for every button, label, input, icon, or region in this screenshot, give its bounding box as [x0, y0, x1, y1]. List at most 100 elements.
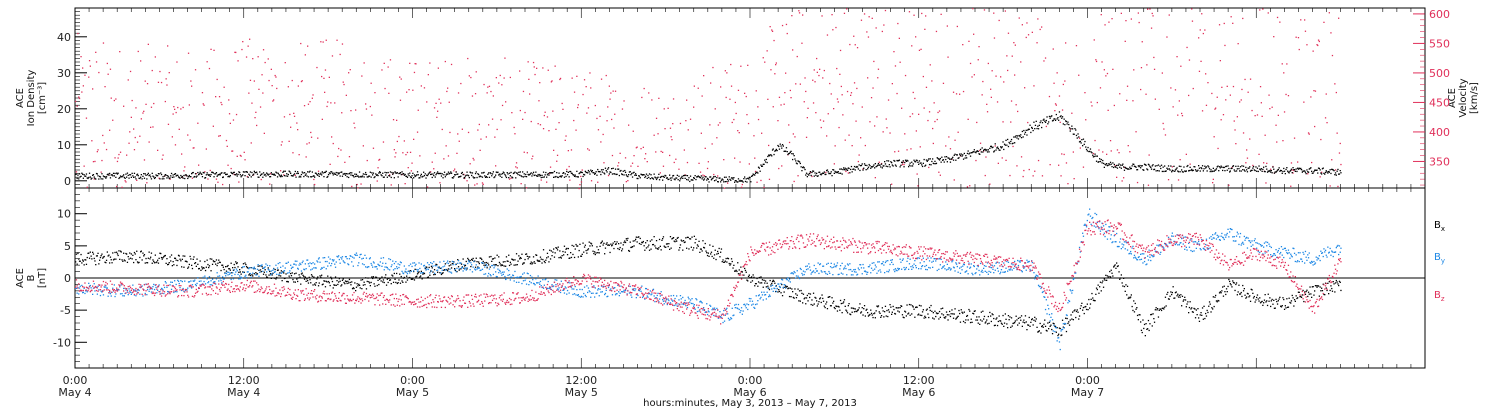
data-point-density	[1232, 165, 1234, 168]
data-point-density	[960, 153, 962, 155]
data-point-bx	[1060, 334, 1062, 337]
data-point-density	[392, 173, 394, 175]
data-point-bx	[942, 314, 945, 316]
data-point-bx	[932, 312, 934, 314]
data-point-density	[997, 147, 999, 150]
data-point-bx	[598, 252, 600, 254]
data-point-velocity	[812, 102, 815, 104]
data-point-density	[215, 173, 217, 175]
data-point-velocity	[173, 106, 175, 108]
data-point-velocity	[927, 119, 929, 122]
data-point-bx	[475, 257, 477, 259]
data-point-density	[1068, 123, 1070, 126]
data-point-bx	[299, 276, 301, 278]
data-point-density	[962, 158, 965, 160]
data-point-velocity	[537, 123, 539, 125]
data-point-velocity	[1298, 48, 1300, 51]
data-point-density	[223, 172, 225, 174]
data-point-bx	[373, 283, 375, 285]
data-point-velocity	[1246, 149, 1248, 151]
data-point-bx	[265, 274, 267, 276]
data-point-density	[587, 172, 589, 174]
data-point-bx	[135, 259, 137, 261]
data-point-density	[553, 176, 555, 178]
data-point-bx	[1304, 293, 1307, 295]
data-point-density	[981, 147, 983, 149]
data-point-density	[1259, 168, 1261, 170]
data-point-bx	[1266, 304, 1269, 307]
data-point-bx	[540, 258, 542, 260]
data-point-bx	[281, 280, 283, 282]
data-point-density	[737, 178, 740, 180]
data-point-density	[932, 158, 934, 160]
data-point-velocity	[975, 159, 977, 162]
data-point-density	[574, 174, 576, 176]
data-point-bx	[846, 310, 848, 312]
data-point-bx	[665, 246, 667, 248]
data-point-density	[1109, 161, 1112, 163]
data-point-bx	[1004, 313, 1006, 315]
data-point-density	[177, 176, 180, 178]
data-point-bx	[311, 275, 313, 277]
data-point-density	[1299, 168, 1301, 170]
data-point-velocity	[734, 101, 736, 104]
data-point-bx	[1260, 301, 1262, 303]
data-point-bx	[1047, 322, 1049, 324]
data-point-density	[446, 173, 448, 175]
data-point-velocity	[114, 157, 116, 159]
data-point-velocity	[920, 48, 922, 50]
data-point-velocity	[326, 105, 328, 108]
data-point-bx	[935, 312, 938, 314]
data-point-velocity	[1024, 87, 1026, 89]
data-point-bx	[1091, 292, 1093, 295]
data-point-bx	[329, 284, 331, 287]
data-point-velocity	[1119, 93, 1121, 95]
data-point-density	[742, 181, 744, 183]
data-point-velocity	[1078, 137, 1081, 139]
data-point-velocity	[993, 12, 995, 14]
data-point-bx	[1294, 300, 1296, 302]
data-point-density	[907, 160, 909, 162]
data-point-density	[651, 177, 653, 179]
data-point-density	[1017, 138, 1020, 140]
data-point-density	[481, 176, 484, 178]
data-point-bx	[163, 255, 165, 258]
data-point-velocity	[1198, 37, 1200, 39]
data-point-bx	[866, 308, 868, 310]
data-point-bx	[1274, 307, 1276, 309]
data-point-density	[105, 177, 107, 179]
data-point-density	[474, 172, 477, 175]
data-point-density	[495, 171, 497, 173]
data-point-bx	[627, 237, 629, 240]
data-point-velocity	[1317, 39, 1320, 41]
data-point-bx	[321, 284, 323, 286]
data-point-density	[1280, 169, 1282, 172]
data-point-density	[126, 172, 129, 174]
data-point-density	[849, 172, 851, 174]
data-point-bx	[754, 283, 757, 285]
data-point-density	[1287, 171, 1290, 173]
axis-label-line: ACE	[15, 268, 26, 288]
data-point-density	[996, 147, 998, 149]
data-point-velocity	[898, 37, 900, 39]
data-point-density	[645, 173, 648, 175]
data-point-bx	[228, 268, 231, 270]
data-point-bx	[491, 260, 493, 262]
data-point-velocity	[88, 76, 90, 78]
data-point-density	[1041, 126, 1043, 129]
data-point-bx	[542, 249, 545, 251]
data-point-density	[276, 176, 279, 178]
data-point-velocity	[813, 69, 815, 71]
data-point-velocity	[938, 110, 941, 112]
data-point-bx	[123, 252, 125, 254]
data-point-bx	[499, 263, 501, 265]
data-point-velocity	[194, 69, 197, 71]
data-point-bx	[818, 301, 820, 303]
data-point-density	[139, 177, 141, 180]
data-point-bx	[763, 279, 765, 281]
data-point-density	[513, 172, 515, 174]
data-point-density	[89, 176, 91, 178]
data-point-bx	[146, 262, 148, 264]
data-point-bx	[1074, 309, 1076, 311]
data-point-velocity	[389, 59, 392, 61]
